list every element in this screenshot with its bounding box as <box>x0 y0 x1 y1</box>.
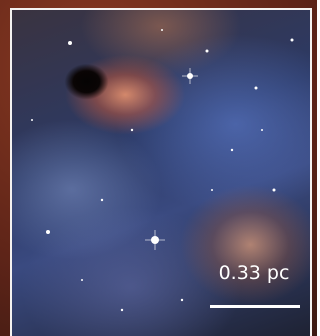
image-frame: 0.33 pc <box>0 0 317 336</box>
scale-bar-label: 0.33 pc <box>204 262 304 284</box>
nebula-photo <box>10 8 312 336</box>
stars <box>12 10 310 336</box>
scale-bar <box>210 305 300 308</box>
